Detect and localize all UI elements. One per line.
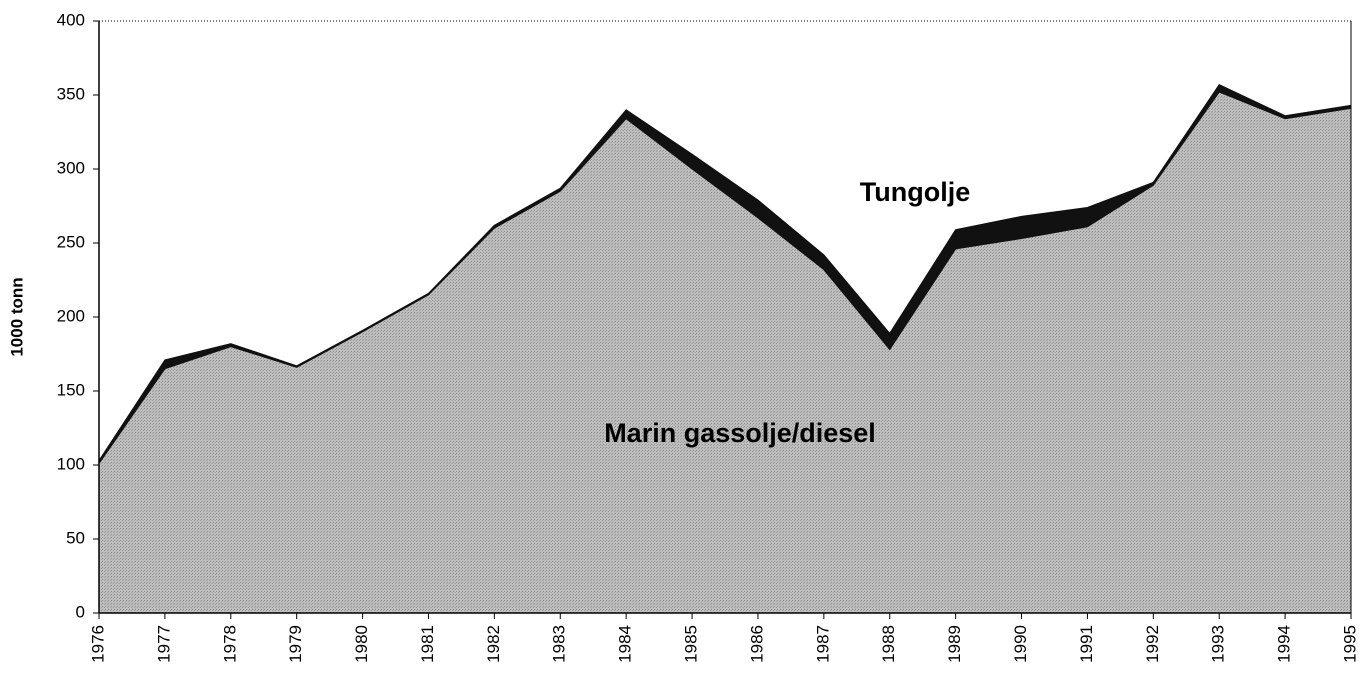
series-label: Marin gassolje/diesel — [604, 418, 876, 448]
x-tick-label: 1994 — [1275, 625, 1294, 663]
x-tick-label: 1993 — [1209, 625, 1228, 663]
x-tick-label: 1978 — [220, 625, 239, 663]
x-tick-label: 1977 — [154, 625, 173, 663]
series-label: Tungolje — [860, 177, 970, 207]
x-tick-label: 1988 — [879, 625, 898, 663]
x-tick-label: 1985 — [682, 625, 701, 663]
x-tick-label: 1980 — [352, 625, 371, 663]
x-tick-label: 1982 — [484, 625, 503, 663]
x-tick-label: 1981 — [418, 625, 437, 663]
x-tick-label: 1989 — [945, 625, 964, 663]
x-tick-label: 1976 — [88, 625, 107, 663]
y-tick-label: 0 — [76, 602, 85, 621]
x-tick-label: 1990 — [1011, 625, 1030, 663]
y-tick-label: 150 — [57, 380, 85, 399]
x-tick-label: 1986 — [747, 625, 766, 663]
y-tick-label: 300 — [57, 158, 85, 177]
x-tick-label: 1995 — [1340, 625, 1359, 663]
y-tick-label: 100 — [57, 454, 85, 473]
x-tick-label: 1979 — [286, 625, 305, 663]
x-tick-label: 1987 — [813, 625, 832, 663]
x-tick-label: 1983 — [550, 625, 569, 663]
y-axis-label: 1000 tonn — [7, 277, 26, 356]
x-tick-label: 1991 — [1077, 625, 1096, 663]
x-tick-label: 1992 — [1143, 625, 1162, 663]
y-tick-label: 350 — [57, 84, 85, 103]
y-tick-label: 250 — [57, 232, 85, 251]
x-tick-label: 1984 — [616, 625, 635, 663]
y-tick-label: 400 — [57, 10, 85, 29]
y-tick-label: 50 — [66, 528, 85, 547]
y-tick-label: 200 — [57, 306, 85, 325]
